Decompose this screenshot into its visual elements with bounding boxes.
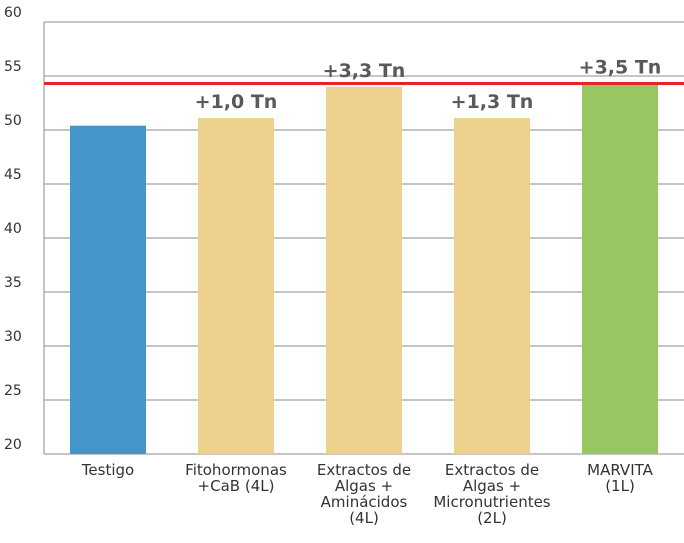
y-tick-label: 30	[4, 329, 22, 345]
y-tick-label: 50	[4, 113, 22, 129]
y-axis-ticks: 20 25 30 35 40 45 50 55 60	[4, 5, 22, 453]
x-category-label: Testigo	[81, 461, 134, 479]
data-label: +3,5 Tn	[579, 57, 662, 79]
y-tick-label: 20	[4, 437, 22, 453]
y-tick-label: 60	[4, 5, 22, 21]
y-tick-label: 25	[4, 383, 22, 399]
bars	[70, 83, 658, 455]
bar	[70, 125, 146, 455]
y-tick-label: 55	[4, 59, 22, 75]
data-label: +1,3 Tn	[451, 91, 534, 113]
data-label: +3,3 Tn	[323, 60, 406, 82]
y-tick-label: 45	[4, 167, 22, 183]
bar	[326, 86, 402, 455]
x-axis-category-labels: Testigo Fitohormonas +CaB (4L) Extractos de…	[81, 461, 654, 527]
x-category-label: Fitohormonas +CaB (4L)	[185, 461, 287, 495]
bar	[582, 83, 658, 454]
x-category-label: Extractos de Algas + Aminácidos (4L)	[317, 461, 411, 527]
bar	[454, 118, 530, 455]
data-labels: +1,0 Tn +3,3 Tn +1,3 Tn +3,5 Tn	[195, 57, 662, 114]
x-category-label: Extractos de Algas + Micronutrientes (2L)	[433, 461, 550, 527]
bar	[198, 118, 274, 455]
y-tick-label: 35	[4, 275, 22, 291]
x-category-label: MARVITA (1L)	[587, 461, 653, 495]
y-tick-label: 40	[4, 221, 22, 237]
data-label: +1,0 Tn	[195, 91, 278, 113]
